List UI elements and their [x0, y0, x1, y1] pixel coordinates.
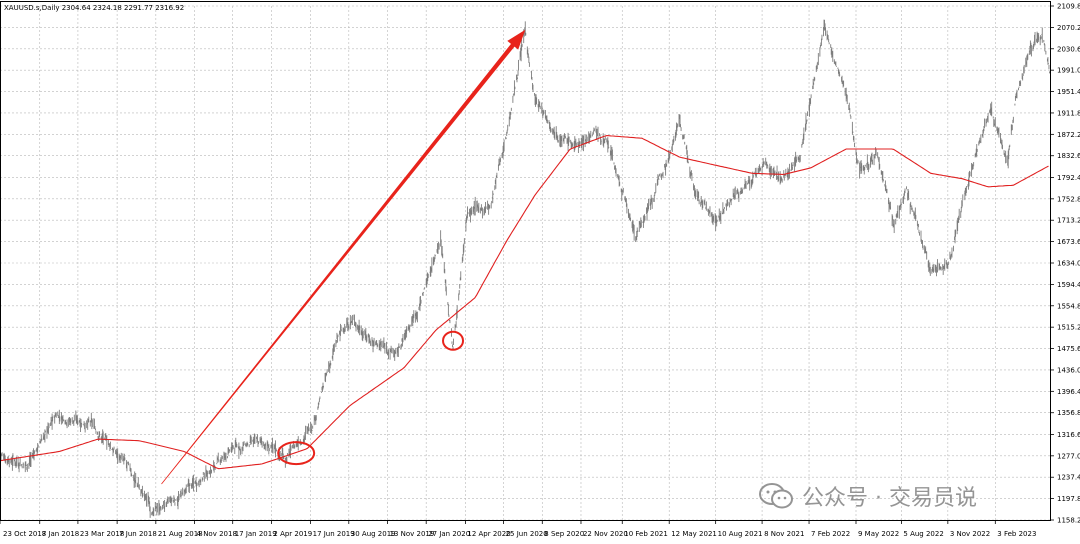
wechat-logo-icon — [759, 483, 793, 509]
x-tick-label: 12 May 2021 — [671, 530, 717, 538]
x-tick-label: 8 Sep 2020 — [544, 530, 584, 538]
y-tick-label: 1713.20 — [1057, 217, 1080, 225]
x-tick-label: 3 Feb 2023 — [997, 530, 1036, 538]
x-tick-label: 21 Aug 2018 — [158, 530, 203, 538]
y-tick-label: 1752.80 — [1057, 195, 1080, 203]
highlight-circle — [442, 330, 465, 351]
y-tick-label: 1634.00 — [1057, 260, 1080, 268]
y-tick-label: 1951.40 — [1057, 88, 1080, 96]
y-tick-label: 1515.20 — [1057, 324, 1080, 332]
x-tick-label: 8 Jan 2018 — [42, 530, 80, 538]
x-tick-label: 7 Feb 2022 — [811, 530, 850, 538]
y-tick-label: 1396.40 — [1057, 388, 1080, 396]
y-tick-label: 1673.60 — [1057, 238, 1080, 246]
moving-average-line — [0, 135, 1049, 470]
y-tick-label: 1832.60 — [1057, 152, 1080, 160]
y-tick-label: 2109.80 — [1057, 3, 1080, 11]
price-series — [0, 19, 1050, 518]
trend-arrow — [161, 29, 526, 485]
y-tick-label: 1197.80 — [1057, 495, 1080, 503]
y-tick-label: 1991.00 — [1057, 67, 1080, 75]
x-tick-label: 3 Nov 2022 — [950, 530, 990, 538]
watermark-text: 公众号 · 交易员说 — [802, 486, 977, 511]
highlight-circle — [277, 441, 316, 466]
x-tick-label: 2 Apr 2019 — [273, 530, 312, 538]
x-tick-label: 23 Mar 2018 — [80, 530, 124, 538]
y-tick-label: 1158.20 — [1057, 517, 1080, 525]
y-tick-label: 1594.40 — [1057, 281, 1080, 289]
y-tick-label: 1911.80 — [1057, 109, 1080, 117]
y-tick-label: 1316.60 — [1057, 431, 1080, 439]
x-tick-label: 10 Aug 2021 — [718, 530, 763, 538]
y-tick-label: 1792.40 — [1057, 174, 1080, 182]
plot-frame — [0, 1, 1051, 521]
x-tick-label: 12 Apr 2020 — [467, 530, 510, 538]
y-tick-label: 1356.80 — [1057, 409, 1080, 417]
y-tick-label: 1237.40 — [1057, 474, 1080, 482]
x-tick-label: 4 Nov 2018 — [197, 530, 237, 538]
y-tick-label: 1872.20 — [1057, 131, 1080, 139]
x-tick-label: 30 Aug 2019 — [351, 530, 396, 538]
x-tick-label: 22 Nov 2020 — [583, 530, 628, 538]
x-tick-label: 25 Jun 2020 — [506, 530, 548, 538]
x-tick-label: 13 Nov 2019 — [389, 530, 434, 538]
y-tick-label: 2030.60 — [1057, 45, 1080, 53]
y-tick-label: 2070.20 — [1057, 24, 1080, 32]
x-tick-label: 17 Jun 2019 — [313, 530, 355, 538]
x-tick-label: 8 Nov 2021 — [764, 530, 804, 538]
x-tick-label: 5 Aug 2022 — [903, 530, 943, 538]
y-tick-label: 1277.00 — [1057, 452, 1080, 460]
y-tick-label: 1436.00 — [1057, 366, 1080, 374]
y-tick-label: 1554.80 — [1057, 302, 1080, 310]
x-tick-label: 10 Feb 2021 — [624, 530, 668, 538]
y-tick-label: 1475.60 — [1057, 345, 1080, 353]
x-tick-label: 7 Jun 2018 — [119, 530, 157, 538]
x-tick-label: 23 Oct 2017 — [3, 530, 46, 538]
x-tick-label: 17 Jan 2019 — [235, 530, 277, 538]
wechat-watermark: 公众号 · 交易员说 — [758, 478, 977, 514]
chart-header: XAUUSD.s,Daily 2304.64 2324.18 2291.77 2… — [4, 4, 184, 12]
x-tick-label: 9 May 2022 — [858, 530, 899, 538]
x-tick-label: 27 Jan 2020 — [428, 530, 470, 538]
